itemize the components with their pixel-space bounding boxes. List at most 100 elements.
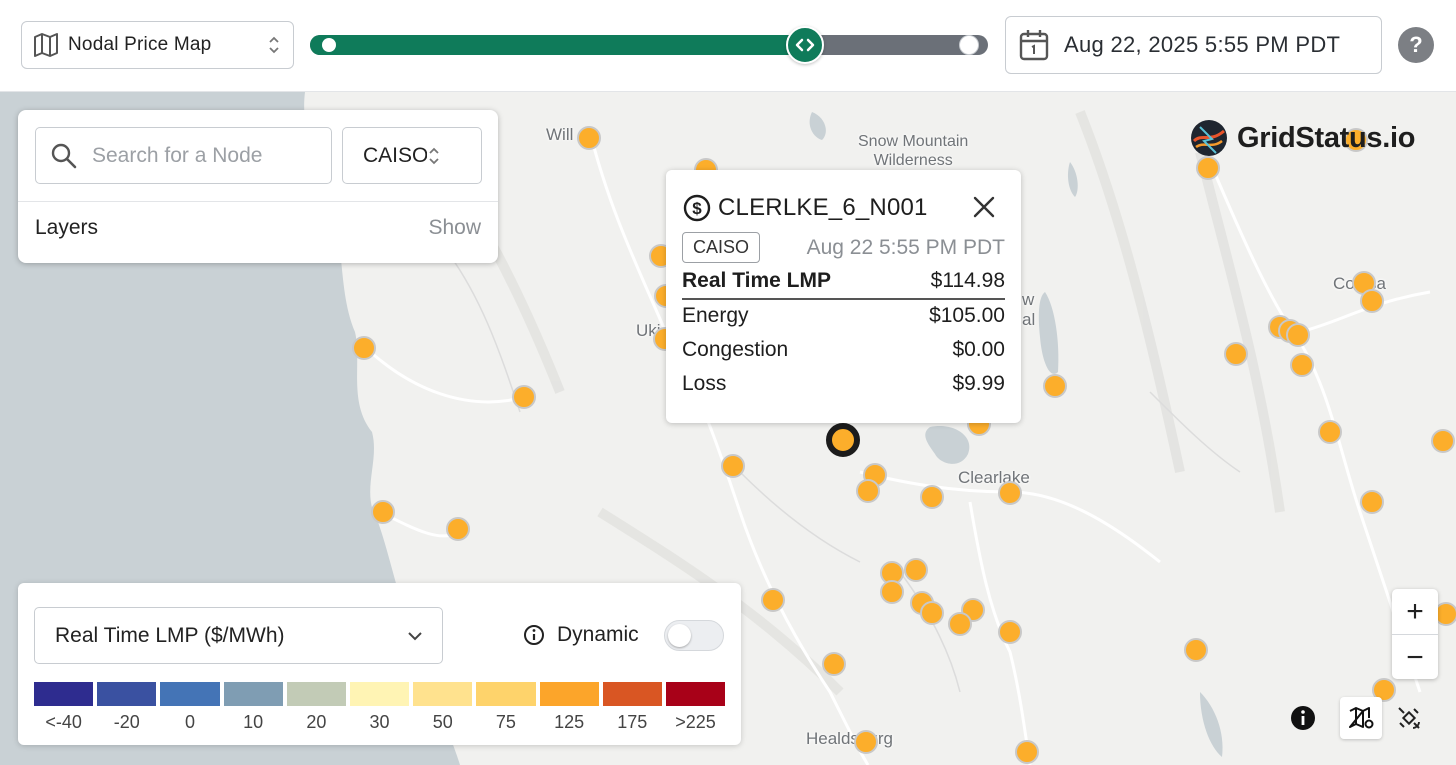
dynamic-toggle[interactable] [664,620,724,651]
panel-divider [18,201,498,202]
map-canvas[interactable]: Will Snow Mountain Wilderness Uki Colusa… [0,92,1456,765]
iso-select[interactable]: CAISO [342,127,482,184]
iso-select-value: CAISO [363,143,427,167]
popup-divider [682,298,1005,300]
price-node[interactable] [721,454,745,478]
price-node[interactable] [1043,374,1067,398]
price-node[interactable] [854,730,878,754]
map-type-label: Nodal Price Map [68,34,212,55]
search-icon [51,143,77,168]
price-node[interactable] [948,612,972,636]
date-picker[interactable]: Aug 22, 2025 5:55 PM PDT [1005,16,1382,74]
color-scale [34,682,726,706]
popup-row-label: Real Time LMP [682,269,831,292]
price-node[interactable] [1360,490,1384,514]
zoom-control: + − [1392,589,1438,679]
price-node[interactable] [1184,638,1208,662]
price-node[interactable] [1344,128,1368,152]
timeline-end-handle[interactable] [959,35,979,55]
color-scale-tick: 75 [495,712,516,732]
price-node[interactable] [1360,289,1384,313]
popup-row-energy: Energy $105.00 [682,304,1005,328]
metric-select[interactable]: Real Time LMP ($/MWh) [34,607,443,664]
color-scale-tick: 20 [306,712,327,732]
map-label-snow-mountain-line1: Snow Mountain [858,133,969,150]
color-scale-tick: <-40 [45,712,82,732]
calendar-icon [1019,30,1049,61]
color-scale-tick: 175 [617,712,648,732]
price-node[interactable] [577,126,601,150]
timeline-current-handle[interactable] [786,26,824,64]
color-scale-tick: 10 [243,712,264,732]
dynamic-toggle-knob [668,624,691,647]
color-swatch [539,682,599,706]
timeline-start-handle[interactable] [322,38,336,52]
chevron-updown-icon [269,36,279,54]
price-node[interactable] [880,580,904,604]
map-info-button[interactable] [1282,697,1324,739]
color-scale-tick: -20 [113,712,140,732]
map-label-snow-mountain-line2: Wilderness [873,152,953,169]
popup-row-label: Congestion [682,338,789,361]
price-node[interactable] [856,479,880,503]
price-node[interactable] [1286,323,1310,347]
map-label-partial: al [1022,310,1036,329]
node-popup: $ CLERLKE_6_N001 CAISO Aug 22 5:55 PM PD… [666,170,1021,423]
zoom-out-button[interactable]: − [1406,640,1424,674]
help-button[interactable]: ? [1398,27,1434,63]
price-node[interactable] [1431,429,1455,453]
map-style-button[interactable] [1340,697,1382,739]
price-node[interactable] [1318,420,1342,444]
color-scale-ticks: <-40 -20 0 10 20 30 50 75 125 175 >225 [34,712,725,733]
color-swatch [665,682,726,706]
color-swatch [602,682,662,706]
color-swatch [413,682,473,706]
color-swatch [97,682,157,706]
price-node[interactable] [1015,740,1039,764]
timeline-slider[interactable] [310,26,988,64]
close-icon[interactable] [971,194,997,220]
map-type-select[interactable]: Nodal Price Map [21,21,294,69]
price-node[interactable] [822,652,846,676]
price-node[interactable] [904,558,928,582]
satellite-icon [1398,707,1420,729]
price-node[interactable] [761,588,785,612]
zoom-separator [1392,634,1438,635]
price-node[interactable] [998,620,1022,644]
gridstatus-logo-icon [1191,120,1227,156]
dollar-circle-icon: $ [683,194,711,222]
price-node[interactable] [1196,156,1220,180]
popup-row-label: Loss [682,372,727,395]
zoom-in-button[interactable]: + [1406,594,1424,628]
info-icon[interactable] [523,624,545,646]
map-pin-icon [1349,707,1374,729]
price-node[interactable] [1290,353,1314,377]
satellite-button[interactable] [1388,697,1430,739]
info-filled-icon [1291,706,1315,730]
timeline-fill [310,35,805,55]
color-scale-tick: >225 [675,712,716,732]
node-search-input[interactable]: Search for a Node [35,127,332,184]
brand-name: GridStatus.io [1237,121,1416,154]
map-label-healdsburg: Healdsburg [806,729,893,748]
layers-show-button[interactable]: Show [428,216,481,239]
date-label: Aug 22, 2025 5:55 PM PDT [1064,32,1341,57]
drag-arrows-icon [795,38,815,52]
price-node[interactable] [920,601,944,625]
map-icon [34,33,58,57]
chevron-updown-icon [429,147,439,164]
price-node[interactable] [1224,342,1248,366]
price-node[interactable] [446,517,470,541]
dynamic-scale-label-group: Dynamic [523,623,639,647]
price-node[interactable] [920,485,944,509]
color-swatch [34,682,94,706]
price-node[interactable] [998,481,1022,505]
popup-node-name: CLERLKE_6_N001 [718,194,928,221]
price-node[interactable] [352,336,376,360]
price-node[interactable] [371,500,395,524]
color-scale-tick: 50 [432,712,453,732]
metric-select-value: Real Time LMP ($/MWh) [55,623,285,647]
price-node[interactable] [512,385,536,409]
selected-price-node[interactable] [826,423,860,457]
color-scale-tick: 30 [369,712,390,732]
